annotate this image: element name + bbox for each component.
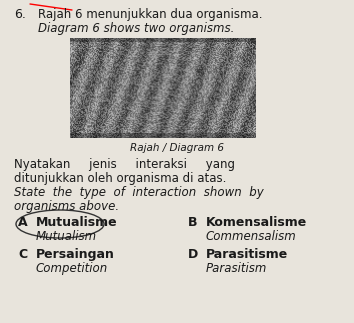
Text: organisms above.: organisms above.: [14, 200, 119, 213]
Text: Rajah 6 menunjukkan dua organisma.: Rajah 6 menunjukkan dua organisma.: [38, 8, 263, 21]
Text: Parasitism: Parasitism: [206, 262, 267, 275]
Text: Nyatakan     jenis     interaksi     yang: Nyatakan jenis interaksi yang: [14, 158, 235, 171]
Text: ditunjukkan oleh organisma di atas.: ditunjukkan oleh organisma di atas.: [14, 172, 226, 185]
Text: Mutualism: Mutualism: [36, 230, 97, 243]
Text: Commensalism: Commensalism: [206, 230, 297, 243]
Text: Mutualisme: Mutualisme: [36, 216, 118, 229]
Text: D: D: [188, 248, 198, 261]
Text: 6.: 6.: [14, 8, 26, 21]
Text: B: B: [188, 216, 198, 229]
Text: A: A: [18, 216, 28, 229]
Text: State  the  type  of  interaction  shown  by: State the type of interaction shown by: [14, 186, 264, 199]
Text: Komensalisme: Komensalisme: [206, 216, 307, 229]
Text: Parasitisme: Parasitisme: [206, 248, 288, 261]
Text: C: C: [18, 248, 27, 261]
Text: Diagram 6 shows two organisms.: Diagram 6 shows two organisms.: [38, 22, 234, 35]
Text: Rajah / Diagram 6: Rajah / Diagram 6: [130, 143, 224, 153]
Text: Competition: Competition: [36, 262, 108, 275]
Text: Persaingan: Persaingan: [36, 248, 115, 261]
